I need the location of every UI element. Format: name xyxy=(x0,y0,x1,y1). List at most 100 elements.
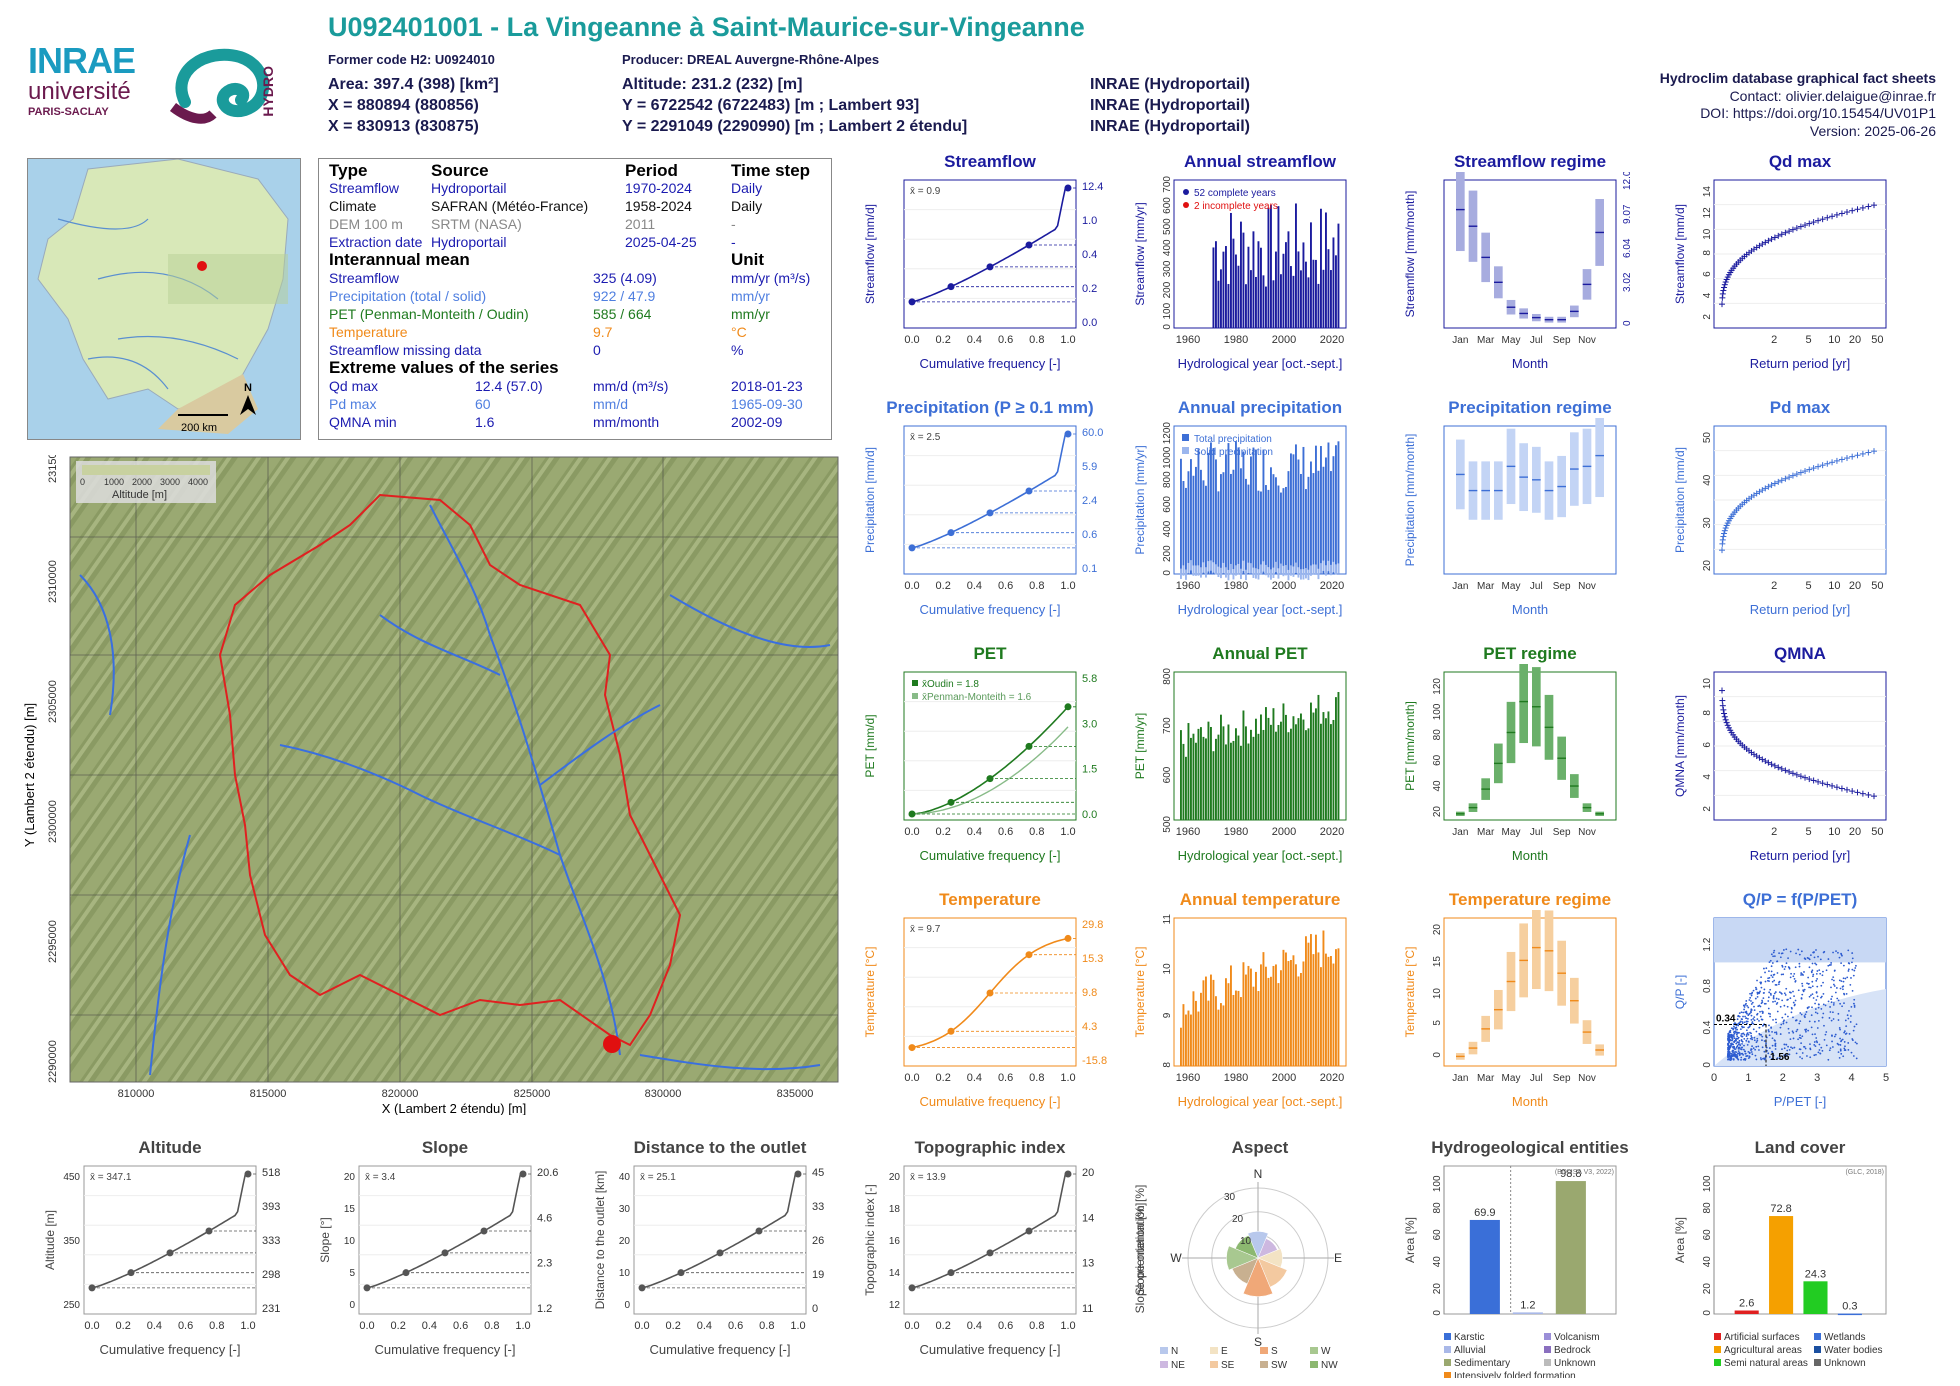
legend-swatch xyxy=(1544,1333,1551,1340)
year-bar xyxy=(1290,266,1292,328)
year-bar xyxy=(1180,1027,1182,1066)
y-axis-title: Streamflow [mm/month] xyxy=(1403,191,1417,318)
plot-frame xyxy=(1443,671,1617,821)
qp-point xyxy=(1758,1049,1760,1051)
qp-point xyxy=(1776,960,1778,963)
qp-point xyxy=(1743,1033,1746,1036)
y-tick: 2 xyxy=(1702,806,1713,812)
year-bar xyxy=(1185,756,1187,820)
qp-point xyxy=(1741,1025,1743,1028)
year-bar xyxy=(1310,222,1312,328)
solid-precip-bar xyxy=(1207,561,1210,572)
qp-point xyxy=(1756,1037,1759,1040)
x-tick: Mar xyxy=(1477,581,1495,592)
qp-point xyxy=(1750,1000,1752,1002)
y-tick: 500 xyxy=(1162,218,1173,235)
y-tick: 100 xyxy=(1702,1175,1713,1192)
x-axis-title: Return period [yr] xyxy=(1750,848,1850,863)
year-bar xyxy=(1255,971,1257,1066)
qp-point xyxy=(1843,1002,1845,1005)
solid-precip-bar xyxy=(1307,569,1310,581)
qp-point xyxy=(1791,1007,1793,1010)
legend-label: W xyxy=(1321,1346,1331,1357)
regime-box xyxy=(1519,664,1528,744)
x-axis-title: Cumulative frequency [-] xyxy=(920,1342,1061,1357)
y-tick: 2305000 xyxy=(47,680,59,723)
legend-swatch xyxy=(1182,434,1189,441)
legend-swatch xyxy=(1814,1359,1821,1366)
qp-point xyxy=(1751,1001,1754,1004)
qp-point xyxy=(1727,1038,1730,1040)
qp-point xyxy=(1734,1038,1737,1041)
y-tick: 10 xyxy=(1702,678,1713,690)
y-tick: 700 xyxy=(1162,717,1173,734)
chart-title: PET regime xyxy=(1483,644,1577,663)
qp-point xyxy=(1768,961,1771,964)
legend-label: Total precipitation xyxy=(1194,434,1272,445)
y-tick: 600 xyxy=(1162,197,1173,214)
qp-point xyxy=(1754,997,1757,1000)
solid-precip-bar xyxy=(1292,566,1295,577)
qp-point xyxy=(1763,1050,1766,1053)
credit-contact[interactable]: Contact: olivier.delaigue@inrae.fr xyxy=(1729,87,1936,104)
chart-hydrogeo: Hydrogeological entities Area [%] 69.9 1.2 9… xyxy=(1400,1138,1660,1378)
return-point xyxy=(1865,203,1872,210)
right-tick: 3.0 xyxy=(1082,718,1097,730)
y-tick: 2315000 xyxy=(47,455,59,483)
qp-point xyxy=(1852,1029,1855,1032)
chart-temperature: Temperature Cumulative frequency [-] Tempe… xyxy=(860,890,1120,1130)
qp-point xyxy=(1834,1033,1837,1036)
qp-point xyxy=(1787,966,1790,968)
year-bar xyxy=(1245,726,1247,820)
qp-point xyxy=(1732,1045,1734,1048)
qp-point xyxy=(1756,1039,1759,1042)
x-tick: 0.8 xyxy=(759,1320,774,1332)
cell: mm/d (m³/s) xyxy=(593,378,669,394)
solid-precip-bar xyxy=(1192,565,1195,576)
qp-annot: 1.56 xyxy=(1770,1052,1790,1063)
year-bar xyxy=(1292,716,1295,820)
legend-label: Unknown xyxy=(1554,1358,1596,1369)
chart-altitude: Altitude Cumulative frequency [-] Altitude… xyxy=(40,1138,300,1378)
y-axis-title: Altitude [m] xyxy=(43,1210,57,1270)
x-tick: 2000 xyxy=(1272,580,1296,592)
qp-point xyxy=(1811,985,1814,988)
qp-point xyxy=(1849,1015,1852,1017)
solid-precip-bar xyxy=(1277,568,1280,579)
chart-svg: Cumulative frequency [-]Altitude [m]5183… xyxy=(43,1165,280,1357)
solid-precip-bar xyxy=(1297,567,1300,578)
legend-swatch xyxy=(1310,1347,1318,1354)
year-bar xyxy=(1255,718,1257,820)
solid-precip-bar xyxy=(1290,565,1292,576)
chart-title: QMNA xyxy=(1774,644,1826,663)
qp-point xyxy=(1759,990,1761,993)
year-bar xyxy=(1245,974,1247,1066)
qp-point xyxy=(1838,956,1841,959)
qp-point xyxy=(1799,1020,1802,1023)
year-bar xyxy=(1210,726,1212,820)
qp-point xyxy=(1807,976,1810,979)
return-point xyxy=(1720,287,1727,294)
cell: 1958-2024 xyxy=(625,198,692,214)
credit-doi[interactable]: DOI: https://doi.org/10.15454/UV01P1 xyxy=(1700,105,1936,121)
x-tick: 50 xyxy=(1871,580,1883,592)
year-bar xyxy=(1185,487,1187,574)
qp-point xyxy=(1753,1016,1756,1018)
credits: Hydroclim database graphical fact sheets… xyxy=(1660,70,1936,140)
solid-precip-bar xyxy=(1257,569,1260,580)
right-tick: 15.3 xyxy=(1082,953,1103,965)
year-bar xyxy=(1337,441,1340,574)
year-bar xyxy=(1325,457,1327,574)
x-axis-title: Cumulative frequency [-] xyxy=(920,602,1061,617)
aspect-ring-label: 10 xyxy=(1240,1236,1252,1247)
qp-point xyxy=(1787,957,1789,960)
x-axis-title: P/PET [-] xyxy=(1774,1094,1827,1109)
aspect-direction: S xyxy=(1254,1335,1262,1349)
x-tick: 1960 xyxy=(1176,1072,1200,1084)
qp-point xyxy=(1767,1052,1770,1055)
qp-point xyxy=(1798,965,1801,968)
qp-point xyxy=(1750,1010,1752,1013)
return-point xyxy=(1778,231,1785,238)
right-tick: 12.09 xyxy=(1622,172,1633,190)
qp-point xyxy=(1818,969,1821,972)
